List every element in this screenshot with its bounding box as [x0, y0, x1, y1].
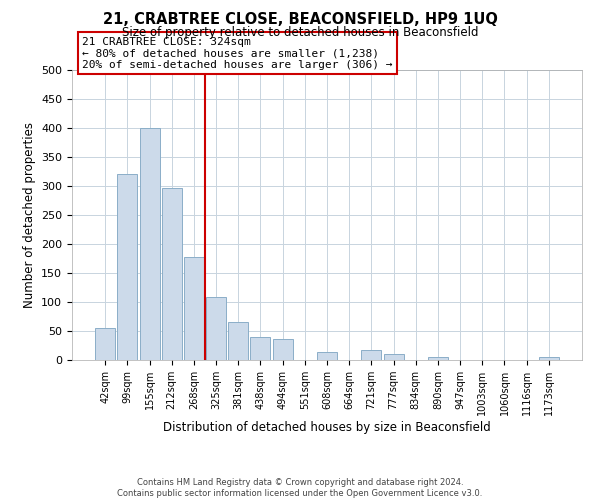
Text: 21 CRABTREE CLOSE: 324sqm
← 80% of detached houses are smaller (1,238)
20% of se: 21 CRABTREE CLOSE: 324sqm ← 80% of detac…: [82, 37, 392, 70]
Bar: [250, 337, 271, 360]
Bar: [118, 174, 137, 360]
Bar: [95, 328, 115, 360]
Bar: [228, 322, 248, 360]
Text: Contains HM Land Registry data © Crown copyright and database right 2024.
Contai: Contains HM Land Registry data © Crown c…: [118, 478, 482, 498]
Bar: [428, 357, 448, 360]
X-axis label: Distribution of detached houses by size in Beaconsfield: Distribution of detached houses by size …: [163, 420, 491, 434]
Bar: [184, 257, 204, 360]
Y-axis label: Number of detached properties: Number of detached properties: [23, 122, 35, 308]
Bar: [539, 357, 559, 360]
Bar: [162, 188, 182, 360]
Bar: [361, 350, 382, 360]
Text: 21, CRABTREE CLOSE, BEACONSFIELD, HP9 1UQ: 21, CRABTREE CLOSE, BEACONSFIELD, HP9 1U…: [103, 12, 497, 28]
Bar: [206, 298, 226, 360]
Text: Size of property relative to detached houses in Beaconsfield: Size of property relative to detached ho…: [122, 26, 478, 39]
Bar: [383, 354, 404, 360]
Bar: [140, 128, 160, 360]
Bar: [317, 352, 337, 360]
Bar: [272, 338, 293, 360]
